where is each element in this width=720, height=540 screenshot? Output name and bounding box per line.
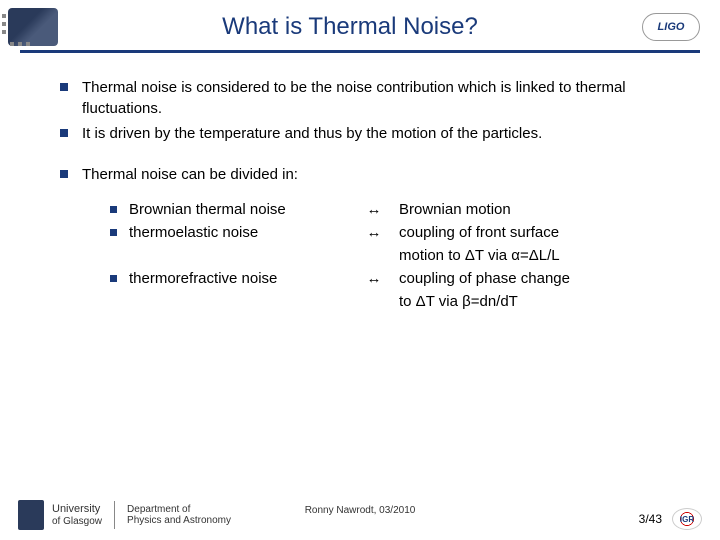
footer-divider [114, 501, 115, 529]
square-bullet-icon [60, 83, 68, 91]
noise-type-label: thermoelastic noise [129, 222, 349, 243]
arrow-icon: ↔ [349, 268, 399, 289]
title-divider [20, 50, 700, 53]
footer-author-date: Ronny Nawrodt, 03/2010 [305, 505, 416, 516]
sub-item-continuation: motion to ΔT via α=ΔL/L [110, 245, 680, 266]
slide-title: What is Thermal Noise? [58, 13, 642, 41]
bullet-item: Thermal noise can be divided in: [60, 164, 680, 185]
noise-type-label: Brownian thermal noise [129, 199, 349, 220]
square-bullet-icon [110, 275, 117, 282]
square-bullet-icon [110, 206, 117, 213]
content-area: Thermal noise is considered to be the no… [0, 77, 720, 312]
bullet-item: Thermal noise is considered to be the no… [60, 77, 680, 119]
square-bullet-icon [110, 229, 117, 236]
noise-description: to ΔT via β=dn/dT [399, 291, 680, 312]
noise-description: Brownian motion [399, 199, 680, 220]
arrow-icon: ↔ [349, 199, 399, 220]
bullet-text: It is driven by the temperature and thus… [82, 123, 680, 144]
noise-description: motion to ΔT via α=ΔL/L [399, 245, 680, 266]
detector-logo-icon [8, 8, 58, 46]
footer: University of Glasgow Department of Phys… [0, 500, 720, 530]
bullet-item: It is driven by the temperature and thus… [60, 123, 680, 144]
footer-left: University of Glasgow Department of Phys… [18, 500, 231, 530]
square-bullet-icon [60, 129, 68, 137]
university-crest-icon [18, 500, 44, 530]
sub-item: Brownian thermal noise ↔ Brownian motion [110, 199, 680, 220]
sub-item: thermoelastic noise ↔ coupling of front … [110, 222, 680, 243]
header: What is Thermal Noise? LIGO [0, 0, 720, 50]
university-name: University of Glasgow [52, 503, 102, 527]
department-name: Department of Physics and Astronomy [127, 504, 231, 527]
noise-description: coupling of front surface [399, 222, 680, 243]
sub-item-continuation: to ΔT via β=dn/dT [110, 291, 680, 312]
arrow-icon: ↔ [349, 222, 399, 243]
square-bullet-icon [60, 170, 68, 178]
igr-logo-icon: IGR [672, 508, 702, 530]
bullet-text: Thermal noise can be divided in: [82, 164, 680, 185]
ligo-logo: LIGO [642, 13, 700, 41]
bullet-text: Thermal noise is considered to be the no… [82, 77, 680, 119]
footer-right: 3/43 IGR [639, 508, 702, 530]
noise-description: coupling of phase change [399, 268, 680, 289]
noise-type-label: thermorefractive noise [129, 268, 349, 289]
page-number: 3/43 [639, 512, 662, 526]
sub-item: thermorefractive noise ↔ coupling of pha… [110, 268, 680, 289]
sub-list: Brownian thermal noise ↔ Brownian motion… [110, 199, 680, 312]
